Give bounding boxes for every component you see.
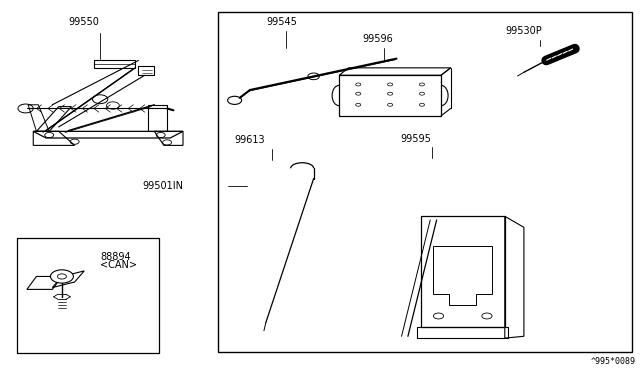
Circle shape [51,270,74,283]
Text: 99501IN: 99501IN [142,181,183,191]
Text: 99613: 99613 [235,135,265,145]
Circle shape [308,73,319,80]
Text: 99596: 99596 [362,34,393,44]
Text: 99550: 99550 [68,17,100,27]
Circle shape [106,102,119,109]
Circle shape [228,96,242,105]
Text: 99545: 99545 [266,17,297,27]
Polygon shape [433,246,492,305]
Text: 99530P: 99530P [506,26,542,36]
Circle shape [93,95,108,104]
Text: ^995*0089: ^995*0089 [591,357,636,366]
Text: 88894: 88894 [100,252,131,262]
Text: <CAN>: <CAN> [100,260,137,270]
Text: 99595: 99595 [400,134,431,144]
